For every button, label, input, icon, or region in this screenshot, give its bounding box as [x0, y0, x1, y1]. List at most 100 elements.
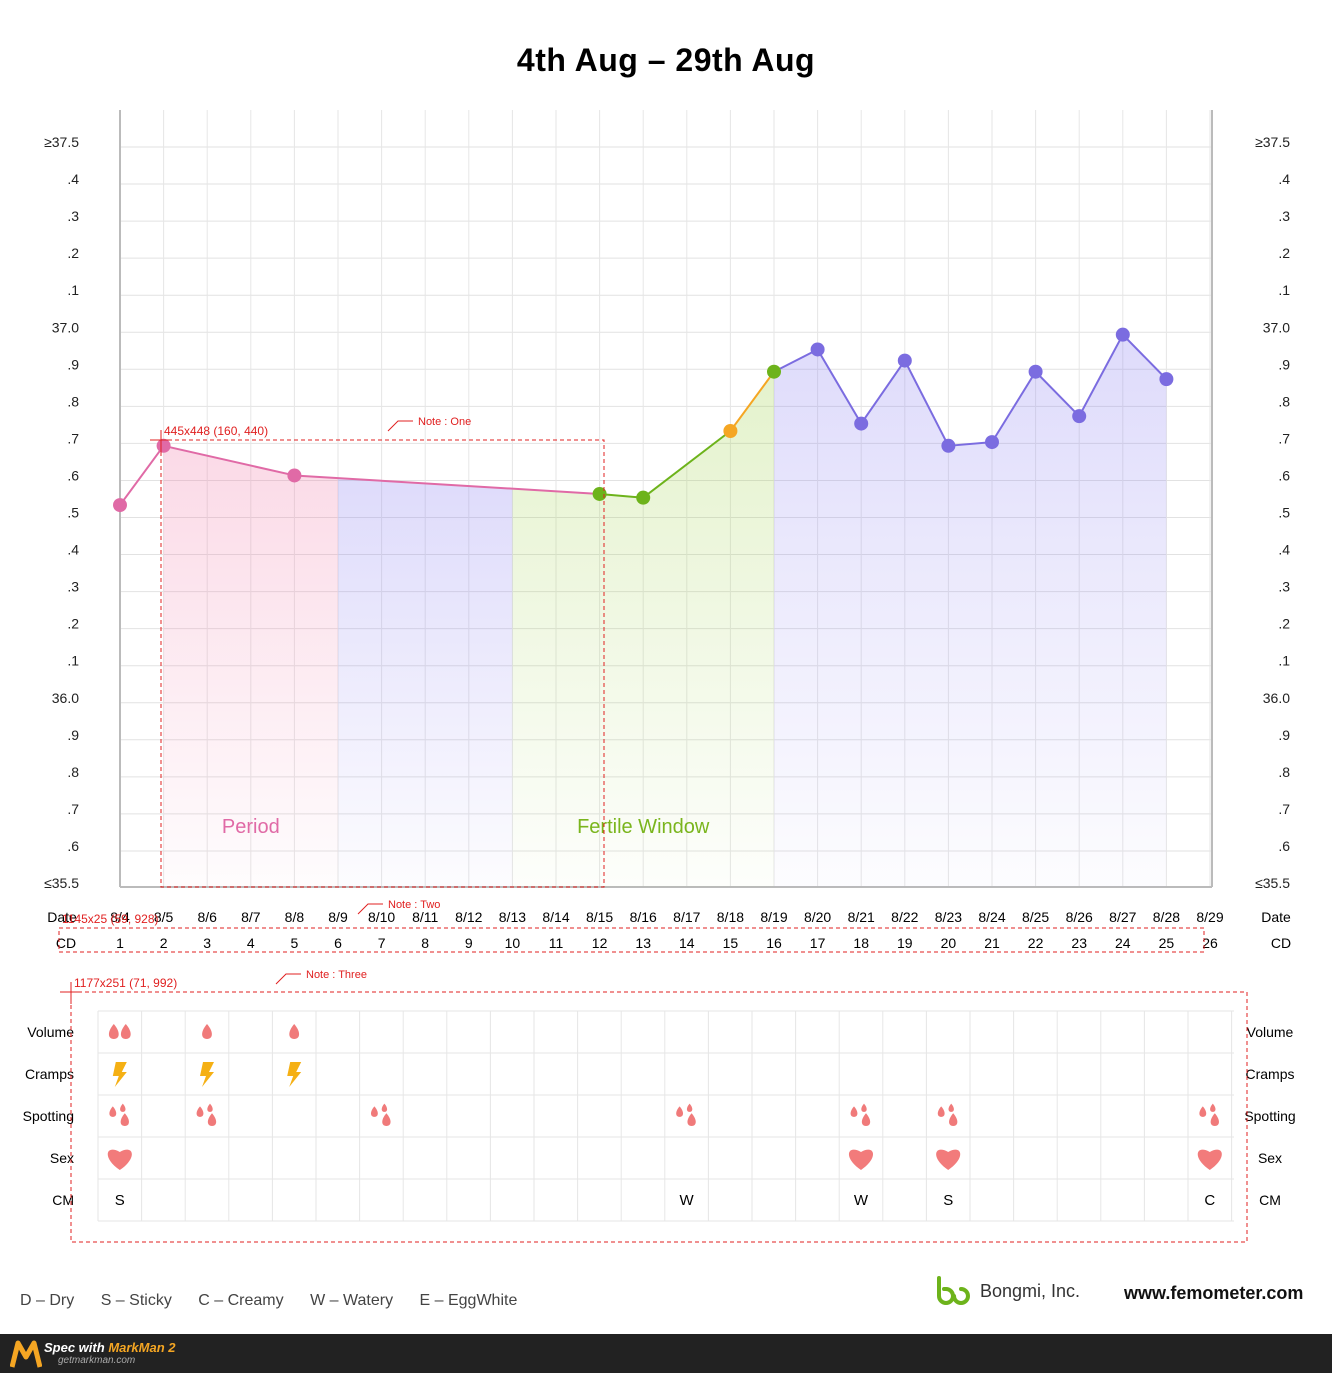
cd-tick-label: 24: [1115, 935, 1131, 951]
y-tick-label-right: .2: [1278, 245, 1290, 261]
spotting-drop-icon: [120, 1103, 126, 1112]
y-tick-label-left: .9: [67, 727, 79, 743]
temp-line-segment: [729, 371, 775, 432]
cd-tick-label: 16: [766, 935, 782, 951]
spec-box-one: [160, 439, 605, 888]
date-tick-label: 8/25: [1022, 909, 1049, 925]
temp-point: [723, 423, 738, 438]
y-tick-label-left: .2: [67, 616, 79, 632]
spotting-drop-icon: [120, 1113, 129, 1126]
temp-line-segment: [773, 348, 819, 373]
y-tick-label-left: .6: [67, 467, 79, 483]
period-area: [163, 445, 338, 887]
y-tick-label-left: .1: [67, 653, 79, 669]
brand: Bongmi, Inc.: [936, 1276, 1080, 1306]
y-tick-label-left: 37.0: [52, 319, 79, 335]
spotting-drop-icon: [676, 1106, 684, 1117]
cd-tick-label: 15: [723, 935, 739, 951]
spec-note-one: Note : One: [418, 416, 471, 428]
spec-box-one-label: 445x448 (160, 440): [164, 424, 268, 438]
y-tick-label-left: ≥37.5: [44, 134, 79, 150]
date-tick-label: 8/12: [455, 909, 482, 925]
y-tick-label-left: .4: [67, 171, 79, 187]
symptom-row-label-left: Sex: [50, 1150, 74, 1166]
temp-point: [113, 498, 127, 513]
cd-tick-label: 23: [1071, 935, 1087, 951]
temp-point: [1028, 364, 1043, 379]
symptom-row-label-left: Volume: [27, 1024, 74, 1040]
date-tick-label: 8/17: [673, 909, 700, 925]
y-tick-label-left: .3: [67, 208, 79, 224]
y-tick-label-right: ≥37.5: [1255, 134, 1290, 150]
fertile-area: [512, 371, 774, 888]
temp-line-segment: [816, 348, 863, 425]
blood-drop-icon: [108, 1024, 119, 1039]
cd-tick-label: 7: [378, 935, 386, 951]
date-tick-label: 8/13: [499, 909, 526, 925]
spotting-drop-icon: [948, 1103, 954, 1112]
date-tick-label: 8/22: [891, 909, 918, 925]
cd-tick-label: 18: [853, 935, 869, 951]
symptom-row-label-left: Spotting: [23, 1108, 74, 1124]
luteal-area: [774, 334, 1167, 887]
blood-drop-icon: [289, 1024, 300, 1039]
cd-tick-label: 10: [505, 935, 521, 951]
legend-item: S – Sticky: [100, 1292, 172, 1309]
date-tick-label: 8/29: [1196, 909, 1223, 925]
symptom-row-label-right: Spotting: [1244, 1108, 1295, 1124]
temp-point: [897, 353, 912, 368]
y-tick-label-right: .3: [1278, 208, 1290, 224]
spotting-drop-icon: [196, 1106, 204, 1117]
temp-line-segment: [1034, 371, 1080, 417]
date-tick-label: 8/11: [412, 909, 438, 925]
date-tick-label: 8/9: [328, 909, 348, 925]
temp-point: [1115, 327, 1130, 342]
cd-row-label: CD: [56, 935, 76, 951]
temp-point: [941, 438, 956, 453]
y-tick-label-right: .9: [1278, 356, 1290, 372]
bbt-chart: ≥37.5 ≥37.5 .4 .4 .3 .3 .2 .2 .1 .1 37.0 37.0 .9 .9 .8…: [23, 110, 1296, 1243]
y-tick-label-right: .6: [1278, 838, 1290, 854]
date-tick-label: 8/24: [978, 909, 1005, 925]
spec-note-three: Note : Three: [306, 969, 367, 981]
cd-tick-label: 20: [941, 935, 957, 951]
y-tick-label-left: .5: [67, 505, 79, 521]
spotting-drop-icon: [370, 1106, 378, 1117]
temp-line-segment: [860, 360, 906, 425]
temp-point: [592, 486, 607, 501]
spec-note-arrow: [357, 903, 383, 915]
y-tick-label-right: .8: [1278, 393, 1290, 409]
temp-point: [985, 435, 999, 450]
cd-tick-label: 4: [247, 935, 255, 951]
date-tick-label: 8/20: [804, 909, 831, 925]
temp-point: [767, 364, 781, 379]
date-tick-label: 8/15: [586, 909, 613, 925]
cd-tick-label: 3: [203, 935, 211, 951]
footer-url: getmarkman.com: [58, 1355, 136, 1366]
temp-point: [854, 416, 869, 431]
temp-point: [1072, 409, 1087, 424]
cm-value: S: [115, 1192, 125, 1209]
cd-tick-label: 5: [291, 935, 299, 951]
temp-point: [636, 490, 651, 505]
date-tick-label: 8/27: [1109, 909, 1136, 925]
cd-tick-label: 14: [679, 935, 695, 951]
y-tick-label-left: .2: [67, 245, 79, 261]
date-tick-label: 8/4: [110, 909, 130, 925]
site-link[interactable]: www.femometer.com: [1124, 1283, 1304, 1303]
spec-note-two: Note : Two: [388, 899, 440, 911]
temp-line-segment: [119, 445, 165, 506]
spotting-drop-icon: [861, 1103, 867, 1112]
temp-line-segment: [991, 371, 1037, 443]
temp-point: [156, 438, 171, 453]
cd-tick-label: 25: [1159, 935, 1175, 951]
y-tick-label-right: .8: [1278, 764, 1290, 780]
y-tick-label-right: .4: [1278, 542, 1290, 558]
footer-spec: Spec with MarkMan 2: [44, 1340, 176, 1355]
date-tick-label: 8/26: [1066, 909, 1093, 925]
spotting-drop-icon: [382, 1113, 391, 1126]
spotting-drop-icon: [207, 1113, 217, 1126]
cd-row-label-right: CD: [1271, 935, 1291, 951]
temp-point: [1159, 372, 1174, 387]
cd-tick-label: 9: [465, 935, 473, 951]
